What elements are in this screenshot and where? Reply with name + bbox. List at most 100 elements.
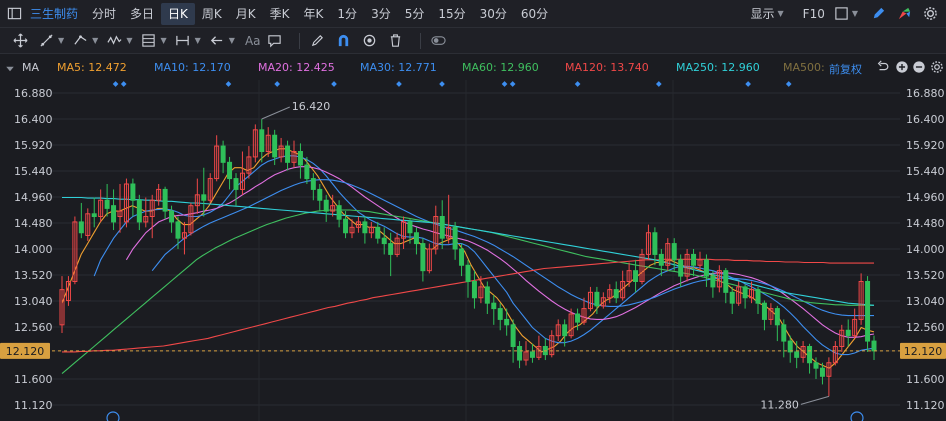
tab-5min[interactable]: 5分 [404,6,425,21]
fibonacci-icon[interactable] [138,31,158,51]
candle [639,249,645,285]
arrow-left-icon[interactable] [207,31,227,51]
event-marker-icon[interactable] [745,81,751,87]
candle [865,276,871,352]
adjust-mode-button[interactable]: 前复权 [829,63,862,76]
y-tick-left: 15.920 [14,139,53,152]
event-marker-icon[interactable] [574,81,581,87]
candle [665,238,671,271]
wave-icon[interactable] [104,31,124,51]
candle [703,254,709,287]
candle [633,259,639,293]
event-marker-icon[interactable] [785,81,792,87]
pencil-icon[interactable] [308,31,328,51]
measure-range-icon[interactable] [173,31,193,51]
candle [59,276,65,333]
candle [439,200,445,249]
tab-30min[interactable]: 30分 [479,6,507,21]
candle [143,197,149,228]
collapse-triangle-icon[interactable] [4,60,20,76]
tab-3min[interactable]: 3分 [371,6,391,21]
tab-daily-k[interactable]: 日K [161,2,195,25]
tab-multiday[interactable]: 多日 [130,6,155,21]
y-tick-left: 11.600 [14,373,53,386]
event-marker-icon[interactable] [501,81,508,87]
candle [227,156,233,190]
ma5-value: MA5: 12.472 [57,61,127,74]
trash-icon[interactable] [386,31,406,51]
chart-settings-icon[interactable] [930,59,946,75]
event-marker-icon[interactable] [509,81,516,87]
event-markers [112,81,792,87]
event-marker-icon[interactable] [120,81,127,87]
tab-60min[interactable]: 60分 [520,6,549,21]
event-circle-icon[interactable] [106,411,120,421]
candle [362,216,368,244]
f10-button[interactable]: F10 [802,6,825,21]
event-marker-icon[interactable] [655,81,662,87]
checkbox-icon[interactable] [832,4,852,24]
trendline-icon[interactable] [36,31,56,51]
candle [755,286,761,314]
toggle-icon[interactable] [429,31,449,51]
candle [510,319,516,363]
y-tick-left: 14.960 [14,191,53,204]
candle [388,232,394,277]
event-marker-icon[interactable] [274,81,281,87]
y-tick-left: 13.520 [14,269,53,282]
last-price-left: 12.120 [6,345,45,358]
ma-line-ma20 [125,166,875,338]
candle [214,135,220,182]
candle [72,216,78,285]
ma120-value: MA120: 13.740 [565,61,649,74]
candle [555,319,561,342]
candle [252,124,258,163]
ma-label[interactable]: MA [22,61,40,74]
y-tick-right: 12.560 [906,321,945,334]
candle [845,319,851,347]
event-marker-icon[interactable] [225,81,232,87]
candle [194,178,200,214]
magnet-icon[interactable] [334,31,354,51]
ma20-value: MA20: 12.425 [258,61,335,74]
candle [736,281,742,306]
candle [330,194,336,217]
candle [871,335,877,361]
price-axis: 16.880 16.880 16.400 16.400 15.920 15.920 15.4… [14,87,945,412]
candle [188,202,194,236]
tab-weekly-k[interactable]: 周K [201,6,222,21]
event-circle-icon[interactable] [850,411,864,421]
event-marker-icon[interactable] [331,81,337,87]
tab-15min[interactable]: 15分 [438,6,466,21]
stock-name[interactable]: 三生制药 [30,6,79,21]
draw-pen-icon[interactable] [868,4,888,24]
color-palette-icon[interactable] [894,4,914,24]
candle [710,270,716,298]
comment-icon[interactable] [265,31,285,51]
tab-monthly-k[interactable]: 月K [235,6,256,21]
candle [426,243,432,274]
display-menu[interactable]: 显示 [750,6,775,21]
tab-intraday[interactable]: 分时 [92,6,117,21]
tab-yearly-k[interactable]: 年K [303,6,324,21]
text-tool-button[interactable]: Aa [244,33,261,48]
candlestick-chart[interactable]: 16.880 16.880 16.400 16.400 15.920 15.920 15.4… [0,80,946,421]
y-tick-right: 15.440 [906,165,945,178]
undo-icon[interactable] [876,59,892,75]
candle [149,194,155,239]
settings-icon[interactable] [920,4,940,24]
crosshair-move-icon[interactable] [10,31,30,51]
sidebar-toggle-icon[interactable] [4,4,24,24]
candle [246,146,252,179]
tab-quarterly-k[interactable]: 季K [269,6,290,21]
event-marker-icon[interactable] [112,81,119,87]
channel-icon[interactable] [70,31,90,51]
tab-1min[interactable]: 1分 [337,6,358,21]
y-tick-left: 12.560 [14,321,53,334]
zoom-in-icon[interactable] [895,59,911,75]
event-marker-icon[interactable] [396,81,402,87]
zoom-out-icon[interactable] [912,59,928,75]
event-marker-icon[interactable] [439,81,445,87]
eye-icon[interactable] [360,31,380,51]
candle [136,194,142,231]
